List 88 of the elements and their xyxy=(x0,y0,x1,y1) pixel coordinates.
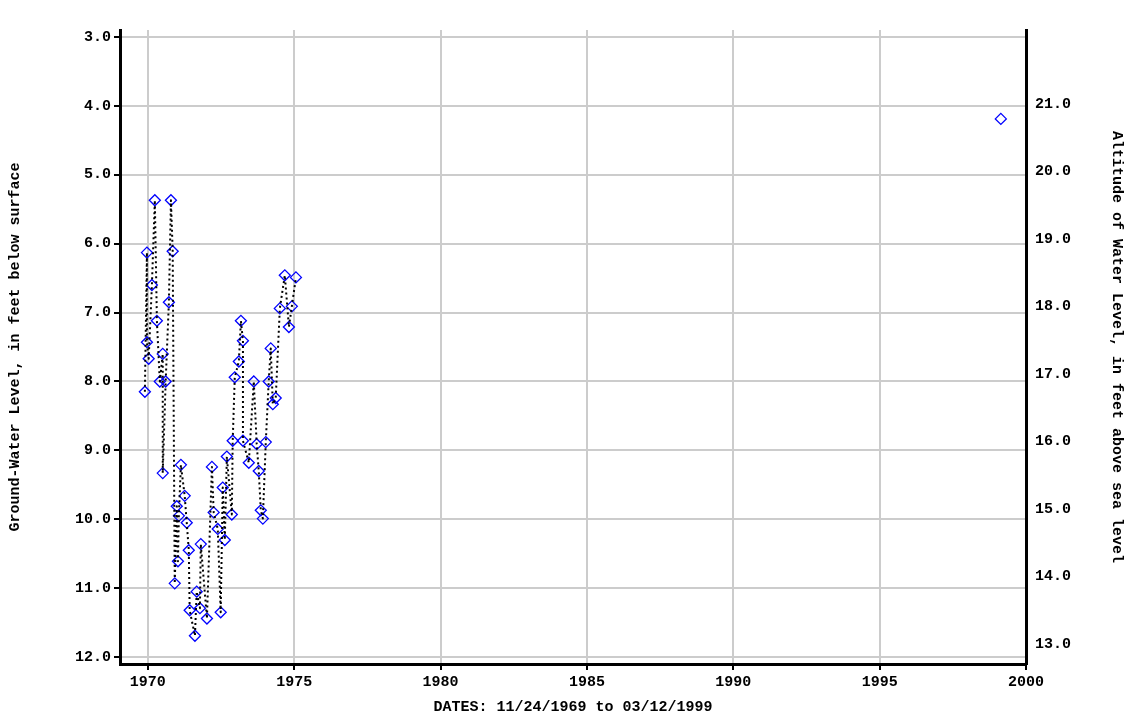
y2-tick-label: 15.0 xyxy=(1035,500,1072,518)
point xyxy=(193,602,207,615)
y2-tick-label: 19.0 xyxy=(1035,230,1072,248)
point xyxy=(218,533,231,547)
point xyxy=(183,604,196,617)
point xyxy=(188,629,202,642)
point xyxy=(174,458,188,471)
x-tick-label: 1995 xyxy=(861,673,898,691)
x-tick-label: 1985 xyxy=(568,673,605,691)
x-axis-title: DATES: 11/24/1969 to 03/12/1999 xyxy=(433,698,713,716)
point xyxy=(226,434,239,447)
point xyxy=(205,460,219,474)
point xyxy=(194,537,207,551)
point xyxy=(207,506,220,519)
y2-tick-label: 21.0 xyxy=(1035,95,1072,113)
point xyxy=(266,398,279,411)
point xyxy=(211,522,224,536)
point xyxy=(234,314,248,327)
x-tick-label: 1970 xyxy=(129,673,166,691)
y2-tick-label: 20.0 xyxy=(1035,163,1072,181)
point xyxy=(262,375,275,388)
point xyxy=(178,489,191,502)
point xyxy=(247,375,260,388)
point xyxy=(236,334,250,347)
point xyxy=(285,300,298,313)
point xyxy=(168,577,181,590)
point xyxy=(264,342,277,355)
point xyxy=(182,544,195,557)
point xyxy=(156,347,169,361)
y-tick-label: 5.0 xyxy=(83,166,111,184)
y-tick-label: 6.0 xyxy=(83,235,111,253)
point xyxy=(142,352,155,365)
point xyxy=(254,504,267,517)
point xyxy=(145,278,159,292)
point xyxy=(236,434,250,447)
point xyxy=(156,466,169,480)
point xyxy=(166,245,179,258)
y-tick-label: 10.0 xyxy=(74,511,111,529)
y-tick-label: 9.0 xyxy=(83,442,111,460)
point xyxy=(148,194,161,207)
point xyxy=(252,464,265,478)
point xyxy=(269,391,282,405)
point xyxy=(259,435,272,449)
point xyxy=(164,194,178,207)
point xyxy=(282,320,296,334)
x-tick-label: 1980 xyxy=(422,673,459,691)
point xyxy=(256,512,269,525)
y-tick-label: 12.0 xyxy=(74,648,111,666)
point xyxy=(273,302,286,315)
point xyxy=(153,375,166,388)
y-tick-label: 3.0 xyxy=(83,28,111,46)
point xyxy=(140,336,154,349)
y-tick-label: 7.0 xyxy=(83,304,111,322)
point xyxy=(200,612,214,625)
point xyxy=(162,296,176,309)
y-tick-label: 8.0 xyxy=(83,373,111,391)
point xyxy=(220,450,233,463)
x-tick-label: 1990 xyxy=(715,673,752,691)
y-tick-label: 4.0 xyxy=(83,97,111,115)
point xyxy=(278,269,291,282)
point xyxy=(250,438,263,451)
y2-tick-label: 13.0 xyxy=(1035,635,1072,653)
point xyxy=(180,516,193,529)
point xyxy=(170,500,183,513)
point xyxy=(190,585,203,598)
point xyxy=(159,375,172,388)
point xyxy=(140,246,154,259)
point xyxy=(225,508,238,521)
y2-tick-label: 17.0 xyxy=(1035,365,1072,383)
y2-tick-label: 18.0 xyxy=(1035,298,1072,316)
point xyxy=(228,371,241,384)
y-axis-title: Ground-Water Level, in feet below surface xyxy=(6,162,24,532)
point xyxy=(171,555,185,568)
y-tick-label: 11.0 xyxy=(74,579,111,597)
point xyxy=(994,112,1007,126)
point xyxy=(214,606,227,619)
point xyxy=(150,314,164,327)
y2-tick-label: 14.0 xyxy=(1035,568,1072,586)
point xyxy=(232,355,245,368)
point xyxy=(242,456,255,469)
x-tick-label: 2000 xyxy=(1007,673,1045,691)
point xyxy=(172,509,185,522)
point xyxy=(138,385,152,398)
x-tick-label: 1975 xyxy=(276,673,313,691)
point xyxy=(216,481,229,494)
point xyxy=(289,271,303,284)
y2-axis-title: Altitude of Water Level, in feet above sea level xyxy=(1108,130,1126,564)
y2-tick-label: 16.0 xyxy=(1035,433,1072,451)
